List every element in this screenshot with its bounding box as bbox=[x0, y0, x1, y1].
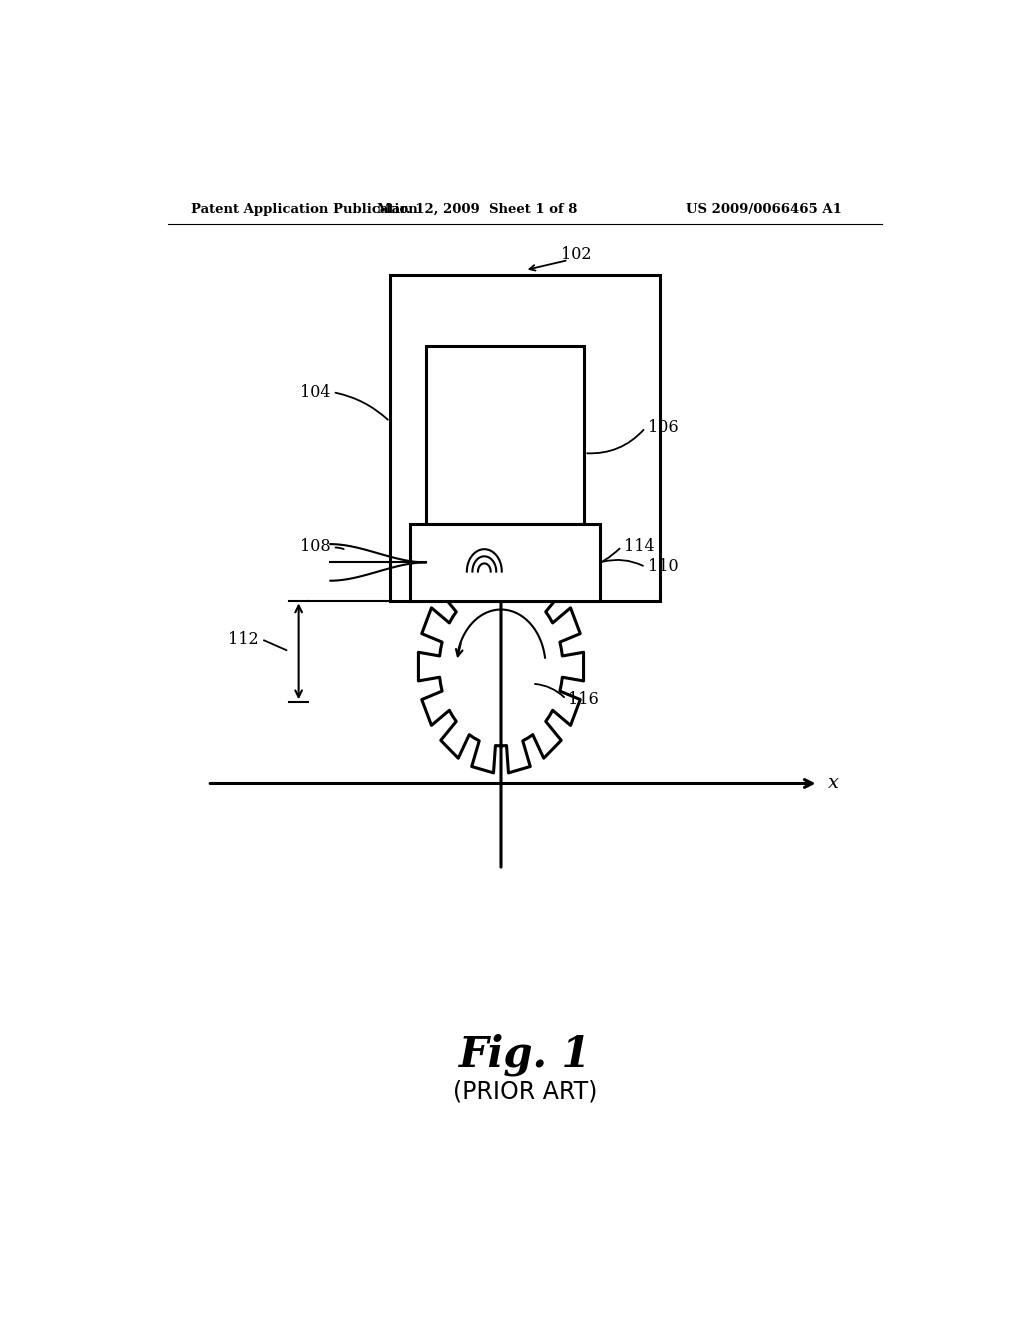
Text: Patent Application Publication: Patent Application Publication bbox=[191, 203, 418, 215]
Text: Mar. 12, 2009  Sheet 1 of 8: Mar. 12, 2009 Sheet 1 of 8 bbox=[377, 203, 578, 215]
Text: y: y bbox=[509, 521, 520, 540]
Text: 112: 112 bbox=[228, 631, 259, 648]
Bar bbox=[390, 276, 659, 601]
Text: 104: 104 bbox=[300, 384, 331, 401]
Bar bbox=[410, 524, 600, 601]
Text: x: x bbox=[828, 775, 839, 792]
Text: 108: 108 bbox=[300, 539, 331, 556]
Text: 102: 102 bbox=[560, 247, 591, 264]
Bar bbox=[426, 346, 585, 524]
Text: 110: 110 bbox=[648, 558, 679, 576]
Polygon shape bbox=[419, 560, 584, 774]
Text: 106: 106 bbox=[648, 420, 679, 436]
Text: 116: 116 bbox=[568, 690, 599, 708]
Text: US 2009/0066465 A1: US 2009/0066465 A1 bbox=[686, 203, 842, 215]
Text: Fig. 1: Fig. 1 bbox=[459, 1034, 591, 1076]
Text: 114: 114 bbox=[624, 539, 654, 556]
Text: (PRIOR ART): (PRIOR ART) bbox=[453, 1080, 597, 1104]
